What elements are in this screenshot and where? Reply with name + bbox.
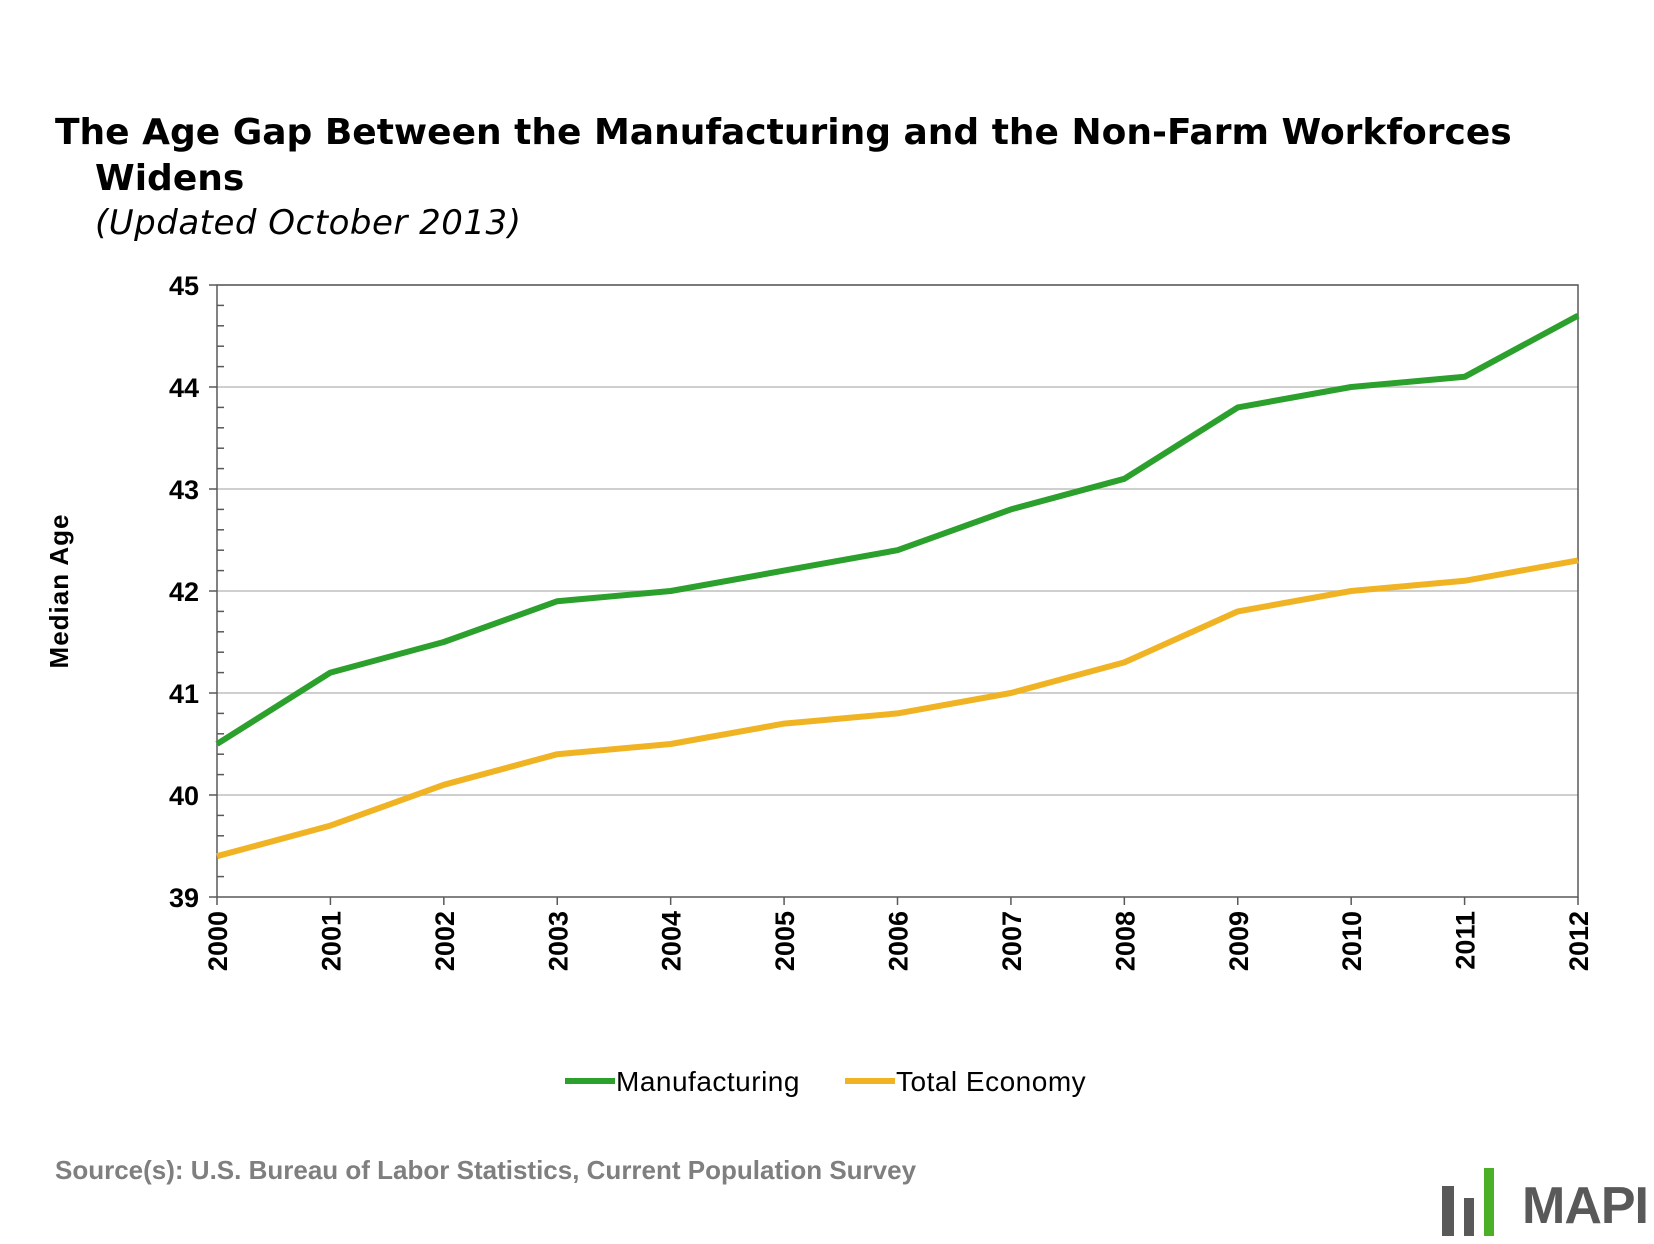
legend-label: Total Economy [896, 1066, 1086, 1097]
mapi-logo: MAPI [1440, 1168, 1654, 1240]
y-tick-label: 43 [169, 475, 199, 505]
x-tick-label: 2009 [1224, 911, 1254, 971]
x-tick-label: 2008 [1110, 911, 1140, 971]
x-tick-label: 2012 [1564, 911, 1594, 971]
mapi-logo-text: MAPI [1522, 1176, 1648, 1236]
series-line-total-economy [217, 560, 1578, 856]
x-tick-label: 2005 [770, 911, 800, 971]
legend-label: Manufacturing [616, 1066, 800, 1097]
series-line-manufacturing [217, 316, 1578, 744]
y-tick-label: 45 [169, 271, 199, 301]
y-tick-label: 42 [169, 577, 199, 607]
x-tick-label: 2007 [997, 911, 1027, 971]
y-tick-label: 41 [169, 679, 199, 709]
mapi-logo-mark-icon [1440, 1168, 1520, 1240]
tick-labels: 39 40 41 42 43 44 45 2000 2001 2002 2003 2004 2005 20… [44, 271, 1594, 971]
x-tick-label: 2001 [316, 911, 346, 971]
y-axis-label: Median Age [44, 514, 74, 669]
series-lines [217, 316, 1578, 857]
x-tick-label: 2011 [1451, 911, 1481, 970]
x-tick-label: 2006 [884, 911, 914, 971]
x-tick-label: 2003 [543, 911, 573, 971]
x-tick-label: 2000 [203, 911, 233, 971]
y-tick-label: 39 [169, 883, 199, 913]
y-tick-label: 40 [169, 781, 199, 811]
x-tick-label: 2004 [657, 911, 687, 971]
axes [209, 285, 1578, 905]
source-note: Source(s): U.S. Bureau of Labor Statisti… [55, 1155, 916, 1186]
legend: Manufacturing Total Economy [565, 1066, 1086, 1097]
y-tick-label: 44 [169, 373, 199, 403]
x-tick-label: 2002 [430, 911, 460, 971]
gridlines [217, 285, 1578, 795]
x-tick-label: 2010 [1337, 911, 1367, 971]
